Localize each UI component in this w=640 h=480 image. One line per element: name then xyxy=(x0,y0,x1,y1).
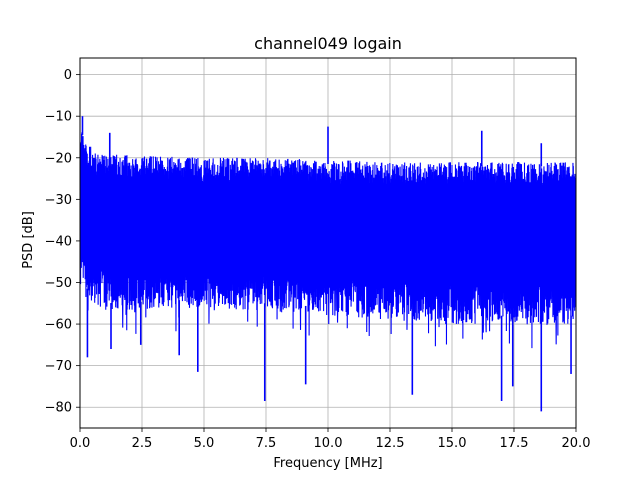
x-axis-ticks: 0.0 2.5 5.0 7.5 10.0 12.5 15.0 17.5 20.0 xyxy=(70,428,591,451)
x-tick-label: 10.0 xyxy=(314,436,343,451)
x-tick-label: 7.5 xyxy=(256,436,277,451)
psd-trace-line xyxy=(80,132,576,349)
psd-trace xyxy=(80,132,576,349)
y-tick-label: −80 xyxy=(45,401,72,416)
x-tick-label: 20.0 xyxy=(562,436,591,451)
x-tick-label: 15.0 xyxy=(438,436,467,451)
x-tick-label: 0.0 xyxy=(70,436,91,451)
y-tick-label: −60 xyxy=(45,318,72,333)
y-tick-label: 0 xyxy=(64,68,72,83)
y-tick-label: −50 xyxy=(45,276,72,291)
y-tick-label: −40 xyxy=(45,234,72,249)
x-tick-label: 2.5 xyxy=(132,436,153,451)
y-tick-label: −30 xyxy=(45,193,72,208)
x-tick-label: 12.5 xyxy=(376,436,405,451)
x-tick-label: 17.5 xyxy=(500,436,529,451)
y-tick-label: −20 xyxy=(45,151,72,166)
x-axis-label: Frequency [MHz] xyxy=(273,456,382,471)
y-axis-label: PSD [dB] xyxy=(21,211,36,269)
y-tick-label: −10 xyxy=(45,110,72,125)
psd-spikes xyxy=(81,116,572,412)
y-tick-label: −70 xyxy=(45,359,72,374)
x-tick-label: 5.0 xyxy=(194,436,215,451)
y-axis-ticks: 0 −10 −20 −30 −40 −50 −60 −70 −80 xyxy=(45,68,80,416)
chart-title: channel049 logain xyxy=(254,34,402,53)
